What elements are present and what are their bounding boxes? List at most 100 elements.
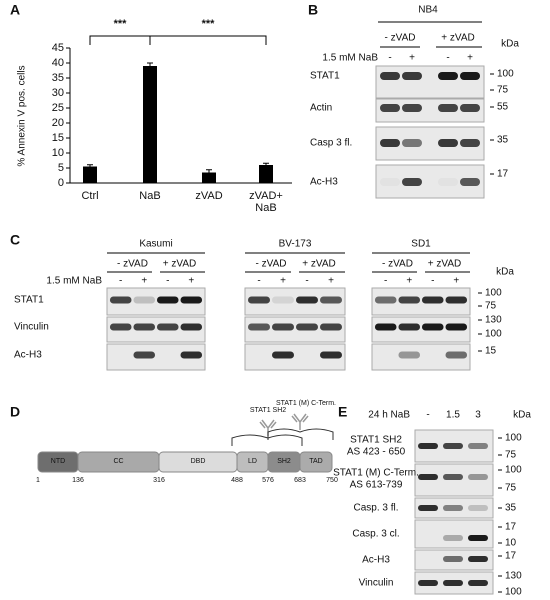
row-label: Vinculin [358, 577, 394, 589]
band [468, 505, 488, 511]
bracket [149, 35, 267, 45]
band [443, 443, 463, 449]
marker-label: 75 [505, 449, 517, 461]
band [109, 323, 132, 331]
cell-line: NB4 [418, 4, 438, 16]
marker-label: 100 [505, 432, 522, 444]
treatment: 1.5 mM NaB [46, 275, 102, 287]
lane-sign: - [446, 52, 450, 64]
lane-sign: - [431, 275, 435, 287]
position: 136 [72, 477, 84, 485]
panel-letter: B [308, 1, 319, 18]
domain-label: DBD [190, 458, 206, 466]
band [380, 72, 400, 80]
group-label: + zVAD [162, 258, 197, 270]
band [320, 296, 342, 304]
row-label: Actin [310, 102, 333, 114]
significance: *** [201, 17, 215, 30]
band [248, 296, 270, 304]
band [468, 535, 488, 541]
band [272, 351, 294, 359]
row-label: Casp 3 fl. [310, 137, 353, 149]
y-tick-label: 5 [57, 161, 64, 174]
domain-label: TAD [309, 458, 323, 466]
unit: kDa [501, 38, 519, 50]
lane-sign: - [426, 409, 430, 421]
band [248, 323, 270, 331]
band [380, 104, 400, 112]
band [156, 323, 179, 331]
row-label: Ac-H3 [362, 554, 390, 566]
blot [414, 519, 494, 549]
lane-sign: + [280, 275, 286, 287]
band [133, 296, 156, 304]
marker-label: 75 [485, 300, 497, 312]
band [398, 351, 421, 359]
band [156, 296, 179, 304]
cell-line: SD1 [411, 238, 431, 250]
domain-label: LD [248, 458, 257, 466]
marker-label: 130 [505, 570, 522, 582]
marker-label: 10 [505, 537, 517, 549]
marker-label: 17 [505, 550, 517, 562]
cell-line: Kasumi [139, 238, 173, 250]
treatment: 1.5 mM NaB [322, 52, 378, 64]
band [421, 323, 444, 331]
band [421, 296, 444, 304]
unit: kDa [496, 266, 514, 278]
band [468, 474, 488, 480]
band [402, 104, 422, 112]
band [296, 296, 318, 304]
position: 750 [326, 477, 338, 485]
band [418, 474, 438, 480]
y-tick-label: 10 [51, 146, 64, 159]
band [460, 139, 480, 147]
marker-label: 100 [505, 464, 522, 476]
lane-sign: - [166, 275, 170, 287]
band [438, 72, 458, 80]
y-tick-label: 25 [51, 101, 64, 114]
bar [143, 66, 157, 183]
domain-label: SH2 [277, 458, 291, 466]
error-bar [206, 169, 212, 176]
marker-label: 35 [497, 134, 509, 146]
band [296, 323, 318, 331]
treatment: 24 h NaB [368, 409, 410, 421]
y-axis-label: % Annexin V pos. cells [16, 64, 28, 167]
panel-letter: D [10, 403, 21, 420]
bar [83, 166, 97, 183]
band [443, 505, 463, 511]
marker-label: 15 [485, 345, 497, 357]
band [443, 535, 463, 541]
band [180, 296, 203, 304]
lane-sign: - [384, 275, 388, 287]
lane-sign: + [141, 275, 148, 287]
marker-label: 100 [497, 68, 514, 80]
lane-sign: + [188, 275, 195, 287]
error-bar [87, 164, 93, 169]
y-tick-label: 15 [51, 131, 64, 144]
error-bar [263, 162, 269, 167]
group-label: - zVAD [382, 258, 413, 270]
bracket [267, 428, 334, 440]
band [402, 72, 422, 80]
band [460, 178, 480, 186]
antibody [291, 413, 309, 430]
marker-label: 100 [505, 586, 522, 598]
lane-sign: + [406, 275, 413, 287]
marker-label: 17 [505, 521, 517, 533]
band [374, 323, 397, 331]
band [445, 351, 468, 359]
band [133, 323, 156, 331]
panel-letter: E [338, 403, 348, 420]
y-tick-label: 0 [57, 176, 64, 189]
band [272, 296, 294, 304]
band [180, 323, 203, 331]
band [272, 323, 294, 331]
marker-label: 100 [485, 287, 502, 299]
position: 488 [231, 477, 243, 485]
lane-sign: + [453, 275, 460, 287]
position: 576 [262, 477, 274, 485]
band [418, 505, 438, 511]
